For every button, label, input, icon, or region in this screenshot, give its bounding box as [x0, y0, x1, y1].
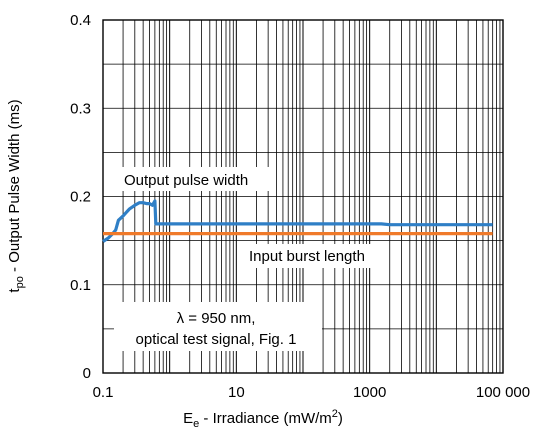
output-label-box [118, 167, 273, 191]
output-pulse-width-label: Output pulse width [124, 172, 248, 189]
x-axis-label-end: ) [338, 410, 343, 427]
y-axis-label-sub: po [14, 276, 26, 288]
wavelength-note: λ = 950 nm, [177, 310, 256, 327]
x-axis-label-sub: e [193, 418, 199, 430]
x-axis-label-sup: 2 [332, 408, 338, 420]
x-axis-label-main: E [183, 410, 193, 427]
y-axis-label: tpo - Output Pulse Width (ms) [6, 99, 26, 292]
x-axis-label-rest: - Irradiance (mW/m [199, 410, 332, 427]
y-tick-label: 0 [83, 365, 91, 382]
series-line-output-pulse-width [102, 199, 493, 243]
y-axis-label-rest: - Output Pulse Width (ms) [6, 99, 23, 276]
test-signal-note: optical test signal, Fig. 1 [136, 331, 297, 348]
test-condition-box [114, 302, 322, 351]
y-tick-label: 0.4 [70, 12, 91, 29]
x-tick-label: 0.1 [93, 384, 114, 401]
plot-frame [102, 19, 504, 374]
x-tick-label: 100 000 [476, 384, 530, 401]
y-axis-label-main: t [6, 288, 23, 293]
x-tick-label: 10 [228, 384, 245, 401]
input-burst-length-label: Input burst length [249, 248, 365, 265]
y-tick-label: 0.1 [70, 277, 91, 294]
x-tick-label: 1000 [353, 384, 386, 401]
x-tick-labels: 0.1 10 1000 100 000 [93, 384, 531, 401]
y-tick-label: 0.2 [70, 189, 91, 206]
series-layer [102, 199, 493, 243]
input-label-box [244, 244, 386, 268]
y-tick-labels: 0 0.1 0.2 0.3 0.4 [70, 12, 91, 382]
y-tick-label: 0.3 [70, 100, 91, 117]
x-axis-label: Ee - Irradiance (mW/m2) [183, 408, 343, 430]
